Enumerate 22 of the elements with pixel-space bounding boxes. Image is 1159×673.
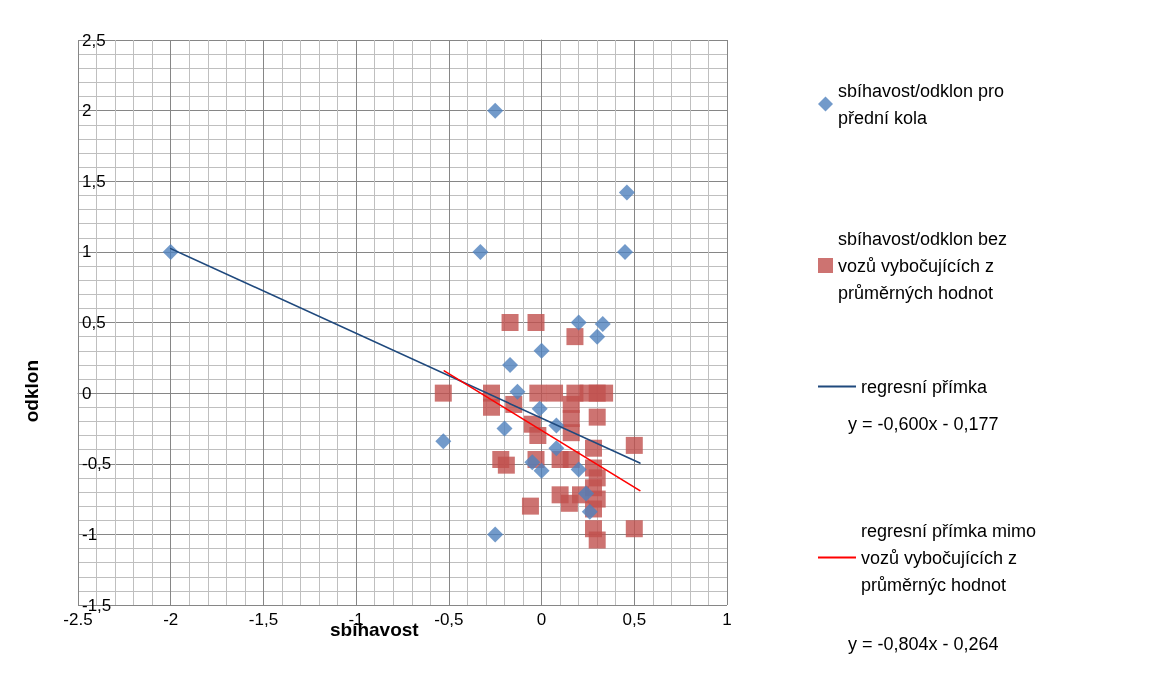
text: y = -0,600x - 0,177 bbox=[848, 414, 999, 434]
y-tick-label: 0 bbox=[82, 383, 92, 403]
x-tick-label: -2.5 bbox=[63, 610, 93, 629]
y-tick-label: 2,5 bbox=[82, 30, 106, 50]
y-tick-label: 2 bbox=[82, 101, 92, 121]
x-tick-label: -2 bbox=[163, 610, 179, 629]
legend-label: sbíhavost/odklon pro přední kola bbox=[838, 80, 1010, 128]
legend-label: sbíhavost/odklon bez vozů vybočujících z průměrných hodnot bbox=[838, 228, 1013, 303]
y-tick-label: 0,5 bbox=[82, 313, 106, 332]
legend-label: regresní přímka mimo vozů vybočujících z průměrnýc hodnot bbox=[861, 520, 1042, 595]
y-tick-label: -0,5 bbox=[82, 454, 112, 474]
legend-label: regresní přímka bbox=[861, 376, 989, 397]
x-tick-label: 0 bbox=[536, 610, 547, 629]
x-tick-label: -0,5 bbox=[434, 610, 464, 629]
text: y = -0,804x - 0,264 bbox=[848, 634, 999, 654]
y-axis-title: odklon bbox=[21, 359, 42, 423]
x-tick-label: 1 bbox=[722, 610, 732, 629]
y-tick-label: 1 bbox=[82, 242, 92, 262]
y-tick-label: 1,5 bbox=[82, 171, 106, 191]
x-tick-label: -1,5 bbox=[248, 610, 279, 629]
y-tick-label: -1 bbox=[82, 524, 98, 544]
x-tick-label: 0,5 bbox=[622, 610, 647, 629]
